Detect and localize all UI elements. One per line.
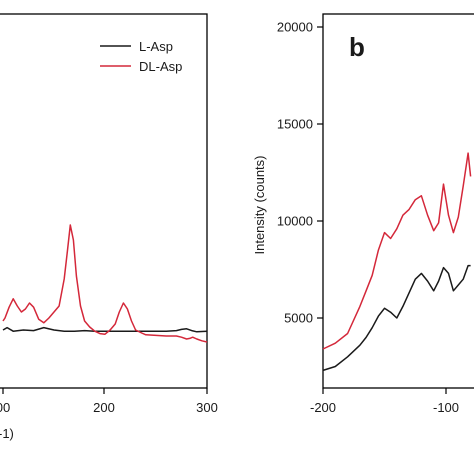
panel-b-label: b xyxy=(349,32,365,62)
panel-a-x-axis-label-fragment: -1) xyxy=(0,426,14,441)
panel-b-y-tick-label: 10000 xyxy=(277,214,313,229)
panel-b-x-tick-label: -200 xyxy=(310,400,336,415)
panel-a-x-tick-label: 00 xyxy=(0,400,10,415)
panel-b-y-tick-label: 20000 xyxy=(277,20,313,35)
panel-a-x-tick-label: 200 xyxy=(93,400,115,415)
panel-a-plot-frame xyxy=(0,13,208,389)
panel-b-y-axis-label: Intensity (counts) xyxy=(252,156,267,255)
series-line-l-asp xyxy=(2,326,208,333)
panel-b-x-tick-label: -100 xyxy=(433,400,459,415)
panel-b-y-ticks: 5000 10000 15000 20000 xyxy=(277,20,323,326)
series-line-dl-asp xyxy=(2,224,208,343)
legend-label-dl-asp: DL-Asp xyxy=(139,59,182,74)
panel-a-legend: L-Asp DL-Asp xyxy=(100,39,182,74)
panel-b: b Intensity (counts) 5000 10000 15000 20000… xyxy=(252,13,474,415)
panel-b-plot-frame xyxy=(322,13,474,389)
legend-label-l-asp: L-Asp xyxy=(139,39,173,54)
panel-b-series-line-dl-asp xyxy=(322,152,472,350)
panel-b-series-line-l-asp xyxy=(322,264,471,372)
panel-a-x-tick-label: 300 xyxy=(196,400,218,415)
panel-b-x-ticks: -200 -100 xyxy=(310,388,459,415)
panel-a-series xyxy=(2,224,208,343)
panel-a-x-ticks: 00 200 300 xyxy=(0,388,218,415)
panel-b-y-tick-label: 15000 xyxy=(277,117,313,132)
panel-b-series xyxy=(322,152,472,372)
panel-b-y-tick-label: 5000 xyxy=(284,311,313,326)
panel-a: 00 200 300 L-Asp DL-Asp -1) xyxy=(0,13,218,441)
